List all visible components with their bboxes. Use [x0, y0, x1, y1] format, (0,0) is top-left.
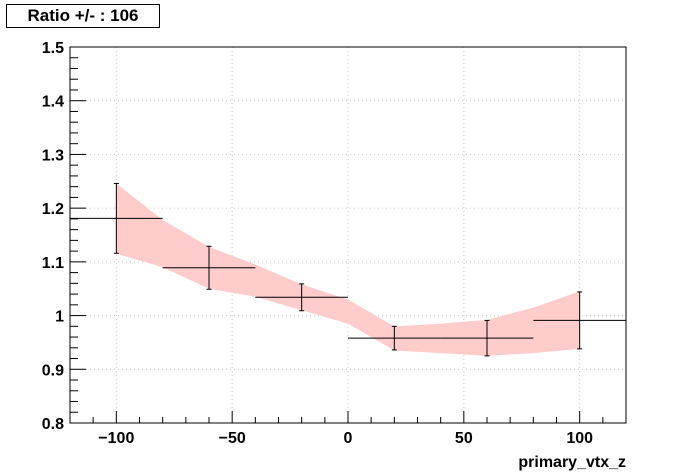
- x-tick-label: 100: [566, 430, 593, 447]
- x-tick-label: −50: [219, 430, 246, 447]
- data-point: [255, 283, 348, 312]
- y-tick-label: 1.1: [42, 255, 64, 272]
- y-tick-label: 1.5: [42, 40, 64, 57]
- data-point: [440, 319, 534, 357]
- x-tick-label: −100: [98, 430, 134, 447]
- y-tick-label: 1: [55, 309, 64, 326]
- y-tick-label: 1.4: [42, 94, 64, 111]
- y-tick-label: 0.8: [42, 416, 64, 433]
- data-point: [533, 291, 626, 350]
- data-point: [162, 245, 256, 290]
- band-area: [116, 183, 580, 356]
- y-tick-label: 0.9: [42, 362, 64, 379]
- data-point: [348, 325, 441, 351]
- y-tick-label: 1.3: [42, 147, 64, 164]
- x-tick-label: 0: [344, 430, 353, 447]
- chart-title: Ratio +/- : 106: [6, 4, 160, 28]
- data-points: [70, 182, 626, 357]
- x-axis-title: primary_vtx_z: [518, 454, 626, 471]
- axis-ticks: −100 −50 0 50 100 0.8 0.9 1 1.1 1.2 1.3 1.4 1.5: [42, 40, 627, 447]
- data-point: [70, 182, 163, 254]
- uncertainty-band: [116, 183, 580, 356]
- x-tick-label: 50: [455, 430, 473, 447]
- y-tick-label: 1.2: [42, 201, 64, 218]
